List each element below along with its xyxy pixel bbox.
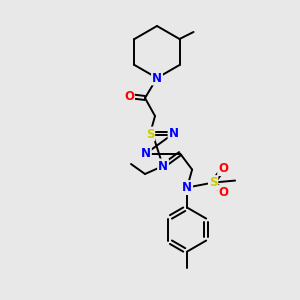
Text: N: N [152, 71, 162, 85]
Text: N: N [141, 147, 151, 160]
Text: N: N [182, 181, 192, 194]
Text: O: O [218, 162, 228, 175]
Text: S: S [209, 176, 218, 189]
Text: O: O [218, 186, 228, 199]
Text: O: O [124, 89, 134, 103]
Text: S: S [146, 128, 154, 140]
Text: N: N [158, 160, 168, 172]
Text: N: N [169, 127, 178, 140]
